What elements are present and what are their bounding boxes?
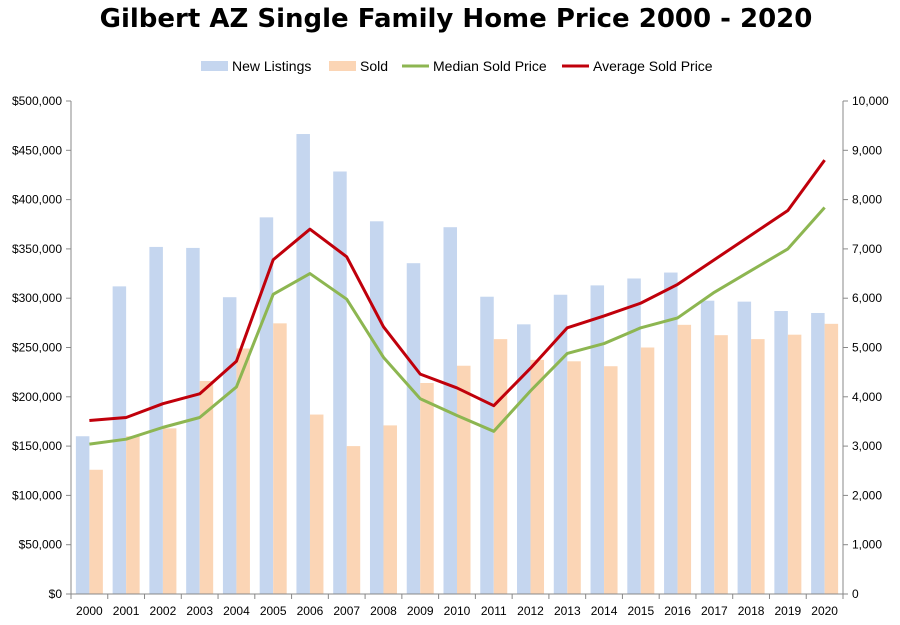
y-right-tick-label: 4,000	[852, 390, 882, 404]
bar-new-listings-2019	[774, 311, 788, 594]
line-layer	[89, 159, 826, 446]
bar-sold-2010	[457, 365, 471, 594]
bar-new-listings-2010	[443, 227, 457, 594]
bar-sold-2015	[640, 347, 655, 594]
bar-sold-2007	[346, 446, 361, 594]
x-tick-label: 2004	[223, 604, 250, 618]
y-left-tick-label: $400,000	[12, 193, 62, 207]
bar-sold-2006	[309, 414, 324, 594]
y-left-tick-label: $0	[49, 587, 63, 601]
bar-new-listings-2015	[627, 278, 641, 594]
bar-sold-2008	[383, 425, 397, 594]
y-left-tick-label: $100,000	[12, 488, 62, 502]
legend: New Listings Sold Median Sold Price Average…	[201, 58, 713, 74]
y-left-tick-label: $200,000	[12, 390, 62, 404]
bar-new-listings-2008	[369, 221, 384, 595]
axes: $0 $50,000 $100,000 $150,000 $200,000 $250,00…	[12, 94, 889, 618]
legend-swatch-new-listings	[201, 61, 228, 71]
x-tick-label: 2018	[738, 604, 765, 618]
legend-label-median-sold-price: Median Sold Price	[433, 58, 547, 74]
y-right-tick-label: 5,000	[852, 341, 882, 355]
legend-swatch-sold	[329, 61, 356, 71]
line-median-sold-price	[89, 206, 826, 446]
y-right-tick-label: 1,000	[852, 538, 882, 552]
y-right-tick-label: 9,000	[852, 143, 882, 157]
bar-new-listings-2002	[149, 246, 163, 594]
y-left-tick-label: $300,000	[12, 291, 62, 305]
x-tick-label: 2011	[481, 604, 507, 618]
bar-new-listings-2000	[75, 436, 90, 594]
bar-new-listings-2012	[517, 324, 531, 594]
bar-sold-2014	[604, 366, 618, 594]
x-tick-label: 2002	[150, 604, 177, 618]
bar-sold-2005	[273, 323, 287, 594]
bar-new-listings-2004	[222, 297, 237, 594]
y-left-tick-label: $50,000	[19, 538, 63, 552]
bar-new-listings-2005	[259, 217, 274, 594]
bar-sold-2018	[751, 339, 765, 594]
bar-new-listings-2016	[664, 272, 678, 594]
bar-sold-2016	[677, 324, 692, 594]
bar-sold-2003	[199, 381, 214, 594]
legend-label-new-listings: New Listings	[232, 58, 311, 74]
bar-new-listings-2018	[737, 301, 752, 594]
y-left-tick-label: $350,000	[12, 242, 62, 256]
bar-sold-2000	[89, 469, 103, 594]
legend-label-average-sold-price: Average Sold Price	[593, 58, 713, 74]
x-tick-label: 2000	[76, 604, 103, 618]
x-tick-label: 2020	[811, 604, 838, 618]
legend-label-sold: Sold	[360, 58, 388, 74]
x-tick-label: 2013	[554, 604, 581, 618]
bar-sold-2019	[787, 334, 802, 594]
bar-new-listings-2003	[186, 247, 200, 594]
x-tick-label: 2006	[297, 604, 324, 618]
x-tick-label: 2007	[333, 604, 360, 618]
y-left-tick-label: $150,000	[12, 439, 62, 453]
y-right-tick-label: 2,000	[852, 488, 882, 502]
bar-new-listings-2006	[296, 134, 310, 594]
x-tick-label: 2005	[260, 604, 287, 618]
bar-new-listings-2009	[406, 263, 421, 594]
y-right-tick-label: 7,000	[852, 242, 882, 256]
y-right-tick-label: 0	[852, 587, 859, 601]
x-tick-label: 2014	[591, 604, 618, 618]
bar-sold-2009	[420, 383, 434, 594]
x-tick-label: 2008	[370, 604, 397, 618]
bar-new-listings-2014	[590, 285, 605, 594]
y-right-tick-label: 6,000	[852, 291, 882, 305]
bar-sold-2001	[126, 436, 140, 594]
y-right-tick-label: 3,000	[852, 439, 882, 453]
bar-new-listings-2020	[811, 312, 825, 594]
y-right-tick-label: 8,000	[852, 193, 882, 207]
bar-sold-2012	[530, 359, 545, 594]
x-tick-label: 2016	[664, 604, 691, 618]
x-tick-label: 2019	[775, 604, 802, 618]
x-tick-label: 2003	[186, 604, 213, 618]
x-tick-label: 2017	[701, 604, 728, 618]
bar-sold-2004	[236, 348, 250, 594]
bar-new-listings-2011	[480, 296, 494, 594]
y-left-tick-label: $450,000	[12, 143, 62, 157]
y-left-tick-label: $500,000	[12, 94, 62, 108]
y-right-tick-label: 10,000	[852, 94, 889, 108]
x-tick-label: 2009	[407, 604, 434, 618]
chart-title: Gilbert AZ Single Family Home Price 2000…	[100, 4, 813, 34]
x-tick-label: 2012	[517, 604, 544, 618]
x-tick-label: 2010	[444, 604, 471, 618]
line-average-sold-price	[89, 159, 826, 422]
bar-layer	[75, 134, 839, 595]
x-tick-label: 2015	[627, 604, 654, 618]
bar-sold-2013	[567, 361, 581, 594]
bar-sold-2020	[824, 323, 839, 594]
bar-new-listings-2013	[553, 294, 568, 594]
bar-sold-2002	[162, 428, 177, 594]
bar-new-listings-2017	[700, 300, 715, 594]
bar-sold-2017	[714, 335, 728, 594]
x-tick-label: 2001	[113, 604, 140, 618]
y-left-tick-label: $250,000	[12, 341, 62, 355]
bar-new-listings-2007	[333, 171, 347, 594]
bar-sold-2011	[493, 339, 508, 594]
